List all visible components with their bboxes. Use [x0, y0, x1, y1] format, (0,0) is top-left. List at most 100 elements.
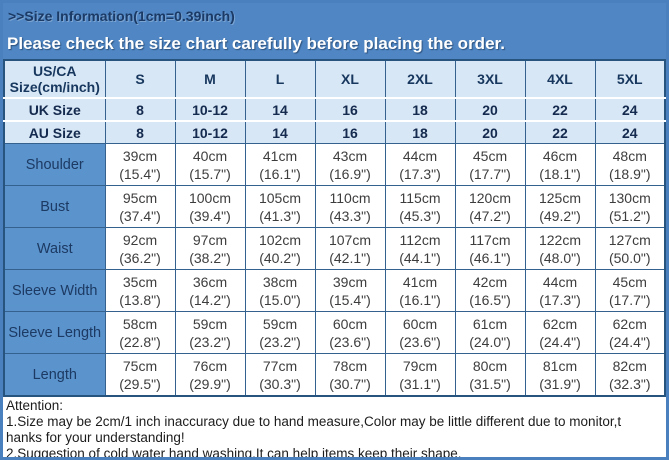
measurement-value-cell: 41cm (16.1")	[384, 269, 456, 312]
size-value-cell: 24	[594, 120, 666, 144]
table-corner-header: US/CA Size(cm/inch)	[3, 59, 106, 99]
value-cm: 45cm	[612, 273, 647, 290]
measurement-value-cell: 58cm (22.8")	[104, 311, 176, 354]
value-inch: (31.5")	[469, 375, 511, 392]
size-header-row: US/CA Size(cm/inch) S M L XL 2XL 3XL 4XL 5XL	[3, 59, 666, 99]
notice-banner: Please check the size chart carefully be…	[3, 29, 666, 59]
value-cm: 100cm	[188, 189, 232, 206]
value-inch: (18.1")	[539, 165, 581, 182]
size-value-cell: 10-12	[174, 120, 246, 144]
value-cm: 43cm	[332, 147, 368, 164]
size-value-cell: 14	[244, 120, 316, 144]
value-cm: 97cm	[192, 231, 228, 248]
measurement-label: Sleeve Length	[3, 311, 106, 354]
value-inch: (49.2")	[539, 207, 581, 224]
value-inch: (15.4")	[329, 291, 371, 308]
measurement-value-cell: 80cm (31.5")	[454, 353, 526, 397]
measurement-label: Bust	[3, 185, 106, 228]
size-value-cell: 16	[314, 97, 386, 122]
value-inch: (15.7")	[189, 165, 231, 182]
value-cm: 39cm	[332, 273, 368, 290]
size-row-label: UK Size	[3, 97, 106, 122]
value-inch: (30.7")	[329, 375, 371, 392]
value-cm: 58cm	[122, 315, 158, 332]
size-row-label: AU Size	[3, 120, 106, 144]
measurement-value-cell: 36cm (14.2")	[174, 269, 246, 312]
measurement-value-cell: 122cm (48.0")	[524, 227, 596, 270]
measurement-value-cell: 39cm (15.4")	[104, 143, 176, 186]
value-cm: 48cm	[612, 147, 647, 164]
value-inch: (32.3")	[608, 375, 651, 392]
value-cm: 95cm	[122, 189, 158, 206]
measurement-value-cell: 61cm (24.0")	[454, 311, 526, 354]
value-inch: (29.9")	[189, 375, 231, 392]
value-cm: 44cm	[542, 273, 578, 290]
measurement-value-cell: 130cm (51.2")	[594, 185, 666, 228]
size-column-header: 4XL	[524, 59, 596, 99]
value-cm: 62cm	[612, 315, 647, 332]
value-cm: 122cm	[538, 231, 582, 248]
measurement-value-cell: 48cm (18.9")	[594, 143, 666, 186]
value-cm: 112cm	[399, 231, 441, 248]
value-cm: 115cm	[399, 189, 441, 206]
measurement-value-cell: 95cm (37.4")	[104, 185, 176, 228]
size-value-cell: 8	[104, 97, 176, 122]
attention-line: 1.Size may be 2cm/1 inch inaccuracy due …	[6, 414, 622, 429]
value-cm: 78cm	[332, 357, 368, 374]
measurement-label: Shoulder	[3, 143, 106, 186]
value-cm: 60cm	[332, 315, 368, 332]
value-inch: (24.4")	[539, 333, 581, 350]
value-cm: 105cm	[258, 189, 302, 206]
value-inch: (15.4")	[119, 165, 161, 182]
measurement-row: Sleeve Width 35cm (13.8") 36cm (14.2") 38cm (1…	[3, 269, 666, 312]
value-cm: 38cm	[262, 273, 298, 290]
size-value-cell: 24	[594, 97, 666, 122]
measurement-value-cell: 100cm (39.4")	[174, 185, 246, 228]
measurement-row: Shoulder 39cm (15.4") 40cm (15.7") 41cm (16.1"…	[3, 143, 666, 186]
size-value-cell: 10-12	[174, 97, 246, 122]
size-column-header: S	[104, 59, 176, 99]
value-inch: (42.1")	[329, 249, 371, 266]
value-inch: (46.1")	[469, 249, 511, 266]
value-cm: 77cm	[262, 357, 298, 374]
value-cm: 41cm	[262, 147, 298, 164]
measurement-value-cell: 44cm (17.3")	[524, 269, 596, 312]
value-inch: (16.1")	[399, 291, 441, 308]
measurement-value-cell: 92cm (36.2")	[104, 227, 176, 270]
value-inch: (15.0")	[259, 291, 301, 308]
value-inch: (17.3")	[539, 291, 581, 308]
region-size-row: UK Size 8 10-12 14 16 18 20 22 24	[3, 97, 666, 122]
value-inch: (30.3")	[259, 375, 301, 392]
size-column-header: 3XL	[454, 59, 526, 99]
value-inch: (50.0")	[608, 249, 651, 266]
measurement-value-cell: 44cm (17.3")	[384, 143, 456, 186]
notice-text: Please check the size chart carefully be…	[7, 34, 505, 53]
measurement-value-cell: 62cm (24.4")	[524, 311, 596, 354]
value-inch: (31.1")	[399, 375, 441, 392]
value-inch: (45.3")	[399, 207, 441, 224]
size-value-cell: 14	[244, 97, 316, 122]
value-inch: (22.8")	[119, 333, 161, 350]
attention-line: hanks for your understanding!	[6, 430, 185, 445]
value-inch: (29.5")	[119, 375, 161, 392]
measurement-row: Waist 92cm (36.2") 97cm (38.2") 102cm (40.2") 1…	[3, 227, 666, 270]
value-inch: (51.2")	[608, 207, 651, 224]
size-column-header: 2XL	[384, 59, 456, 99]
measurement-value-cell: 105cm (41.3")	[244, 185, 316, 228]
value-inch: (23.6")	[329, 333, 371, 350]
value-inch: (38.2")	[189, 249, 231, 266]
attention-notes: Attention: 1.Size may be 2cm/1 inch inacc…	[3, 397, 666, 457]
value-cm: 60cm	[402, 315, 438, 332]
size-column-header: XL	[314, 59, 386, 99]
corner-header-line: US/CA	[32, 63, 77, 79]
value-cm: 80cm	[472, 357, 508, 374]
value-inch: (13.8")	[119, 291, 161, 308]
measurement-value-cell: 117cm (46.1")	[454, 227, 526, 270]
measurement-value-cell: 78cm (30.7")	[314, 353, 386, 397]
value-cm: 42cm	[472, 273, 508, 290]
value-cm: 40cm	[192, 147, 228, 164]
measurement-value-cell: 75cm (29.5")	[104, 353, 176, 397]
value-inch: (47.2")	[469, 207, 511, 224]
size-column-header: M	[174, 59, 246, 99]
value-inch: (31.9")	[539, 375, 581, 392]
